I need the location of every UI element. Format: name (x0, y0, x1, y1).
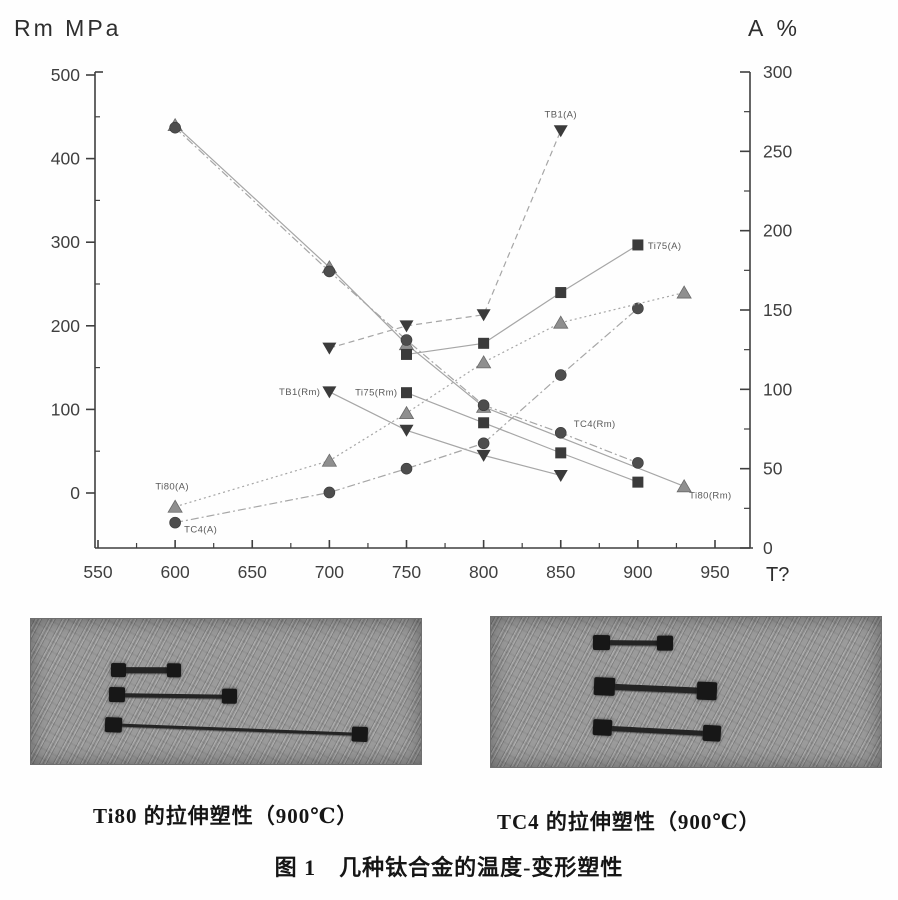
svg-text:0: 0 (70, 483, 80, 503)
specimen-grip (351, 726, 369, 743)
svg-text:550: 550 (83, 562, 112, 582)
specimen-grip (166, 663, 182, 678)
series-label-tb1-rm: TB1(Rm) (279, 387, 320, 398)
specimen-grip (592, 719, 613, 736)
x-axis-title: T? (766, 564, 789, 586)
svg-text:700: 700 (315, 562, 344, 582)
specimen-gauge (609, 640, 658, 646)
svg-text:300: 300 (51, 232, 80, 252)
series-tc4-a (169, 302, 644, 529)
series-ti80-a (167, 285, 692, 513)
tensile-specimen-left-2 (108, 687, 238, 704)
figure-caption: 图 1 几种钛合金的温度-变形塑性 (274, 855, 624, 880)
specimen-grip (110, 663, 127, 678)
temperature-plasticity-chart: 0 100 200 300 400 500 Rm MPa 0 50 100 150 200 250 300… (14, 15, 801, 586)
right-axis: 0 50 100 150 200 250 300 A % (740, 15, 801, 558)
svg-text:100: 100 (51, 399, 80, 419)
specimen-gauge (121, 723, 352, 736)
tensile-specimen-right-2 (593, 677, 718, 701)
x-axis: 550 600 650 700 750 800 850 900 950 T? (83, 540, 789, 586)
tensile-specimen-left-1 (110, 663, 182, 678)
specimen-gauge (124, 692, 223, 699)
svg-text:600: 600 (161, 562, 190, 582)
svg-text:950: 950 (700, 562, 729, 582)
svg-text:500: 500 (51, 65, 80, 85)
specimen-grip (108, 687, 126, 703)
chart-svg: 0 100 200 300 400 500 Rm MPa 0 50 100 150 200 250 300… (14, 15, 801, 586)
specimen-gauge (125, 667, 168, 674)
tc4-photo-caption: TC4 的拉伸塑性（900℃） (497, 810, 761, 834)
svg-text:800: 800 (469, 562, 498, 582)
series-tb1-rm (322, 386, 568, 482)
specimen-gauge (614, 683, 698, 694)
ti80-specimen-photo (30, 618, 422, 765)
right-axis-title: A % (748, 15, 801, 41)
series-label-ti75-rm: Ti75(Rm) (355, 388, 397, 399)
svg-text:150: 150 (763, 300, 792, 320)
left-axis: 0 100 200 300 400 500 Rm MPa (14, 15, 121, 503)
series-label-ti80-rm: Ti80(Rm) (689, 490, 731, 501)
svg-text:0: 0 (763, 538, 773, 558)
tc4-specimen-photo (490, 616, 882, 768)
series-label-tc4-a: TC4(A) (184, 525, 217, 536)
series-label-ti75-a: Ti75(A) (648, 241, 682, 252)
series-labels: TB1(A) Ti75(A) TB1(Rm) Ti75(Rm) TC4(Rm) Ti80(… (155, 110, 731, 536)
left-axis-title: Rm MPa (14, 15, 121, 41)
tensile-specimen-right-3 (592, 719, 722, 742)
specimen-grip (221, 688, 238, 704)
svg-text:50: 50 (763, 459, 783, 479)
axes (94, 71, 753, 549)
specimen-grip (104, 717, 123, 733)
series-label-ti80-a: Ti80(A) (155, 482, 189, 493)
svg-text:900: 900 (623, 562, 652, 582)
svg-text:200: 200 (51, 316, 80, 336)
svg-text:650: 650 (238, 562, 267, 582)
svg-text:250: 250 (763, 141, 792, 161)
series-label-tb1-a: TB1(A) (545, 110, 578, 121)
series-tb1-a (322, 125, 568, 355)
tensile-specimen-left-3 (104, 717, 369, 743)
svg-text:300: 300 (763, 62, 792, 82)
series-ti75-rm (401, 387, 644, 488)
specimen-grip (592, 635, 611, 651)
series-ti80-rm (167, 117, 692, 493)
svg-text:400: 400 (51, 149, 80, 169)
specimen-grip (702, 724, 722, 742)
svg-text:850: 850 (546, 562, 575, 582)
svg-text:100: 100 (763, 379, 792, 399)
specimen-grip (656, 635, 674, 651)
tensile-specimen-right-1 (592, 635, 674, 651)
ti80-photo-caption: Ti80 的拉伸塑性（900℃） (93, 804, 359, 828)
specimen-grip (593, 677, 616, 696)
series-label-tc4-rm: TC4(Rm) (574, 419, 616, 430)
series-ti75-a (401, 239, 644, 360)
series-tc4-rm (169, 121, 644, 469)
svg-text:750: 750 (392, 562, 421, 582)
svg-text:200: 200 (763, 221, 792, 241)
specimen-gauge (611, 725, 703, 736)
specimen-grip (696, 681, 718, 701)
